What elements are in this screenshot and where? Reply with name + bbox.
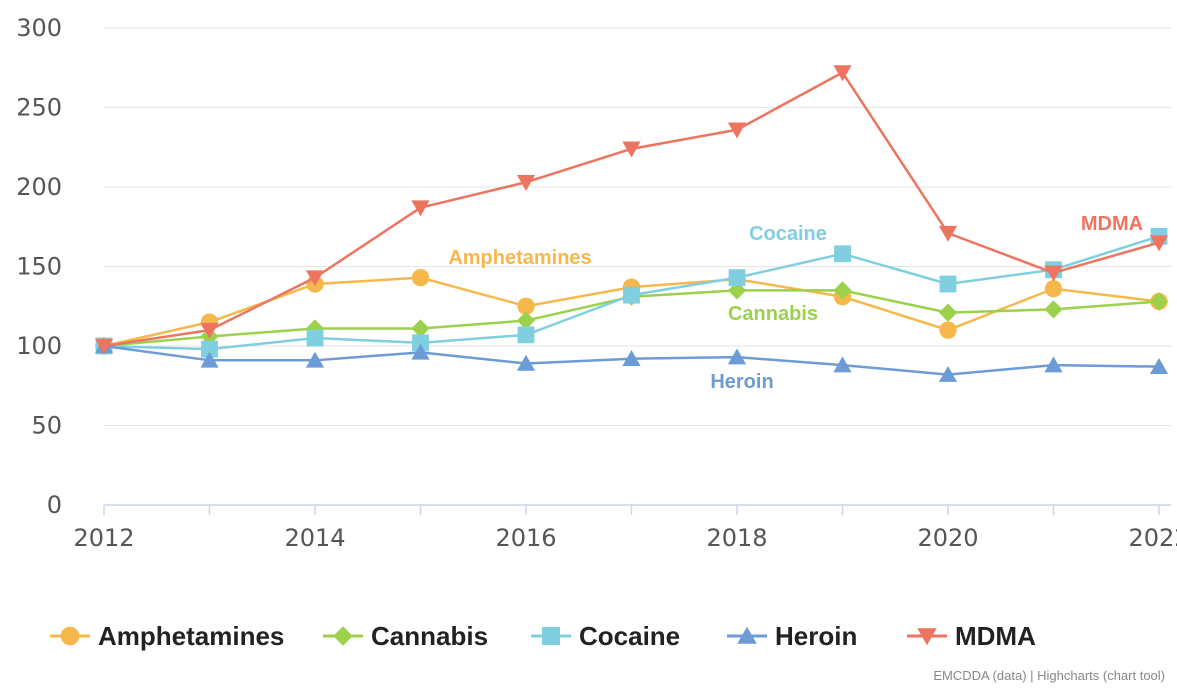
data-point-heroin: [833, 356, 852, 373]
series-label-heroin: Heroin: [710, 371, 773, 393]
x-tick-label: 2016: [495, 524, 556, 552]
y-tick-label: 300: [16, 14, 62, 42]
legend-label-cocaine: Cocaine: [579, 621, 680, 651]
legend: Amphetamines Cannabis Cocaine Heroin MDMA: [50, 621, 1036, 651]
data-point-amphetamines: [411, 268, 430, 287]
data-point-cocaine: [728, 269, 746, 287]
series-group: [94, 65, 1169, 382]
data-point-cannabis: [1044, 300, 1063, 319]
legend-label-heroin: Heroin: [775, 621, 857, 651]
data-point-cocaine: [939, 275, 957, 293]
data-point-cocaine: [306, 329, 324, 347]
series-label-cannabis: Cannabis: [728, 303, 818, 325]
data-point-amphetamines: [517, 297, 535, 315]
credits-text: EMCDDA (data) | Highcharts (chart tool): [933, 668, 1165, 683]
y-tick-label: 100: [16, 332, 62, 360]
x-tick-label: 2022: [1128, 524, 1177, 552]
legend-label-mdma: MDMA: [955, 621, 1036, 651]
data-point-cocaine: [623, 286, 640, 304]
legend-item-cocaine[interactable]: Cocaine: [531, 621, 680, 651]
x-axis: 2012 2014 2016 2018 2020 2022: [73, 504, 1177, 552]
data-point-mdma: [938, 225, 958, 242]
x-tick-label: 2020: [917, 524, 978, 552]
legend-marker-mdma: [917, 628, 937, 646]
legend-item-mdma[interactable]: MDMA: [907, 621, 1036, 651]
data-point-cannabis: [938, 303, 958, 322]
series-heroin: [94, 337, 1169, 382]
legend-label-cannabis: Cannabis: [371, 621, 488, 651]
data-point-mdma: [727, 122, 747, 139]
data-point-mdma: [1044, 265, 1063, 282]
series-label-mdma: MDMA: [1081, 213, 1143, 235]
y-axis: 0 50 100 150 200 250 300: [16, 14, 62, 519]
y-tick-label: 50: [31, 412, 62, 440]
data-point-cannabis: [516, 311, 536, 330]
data-point-heroin: [516, 354, 536, 371]
legend-marker-amphetamines: [60, 626, 80, 646]
data-point-amphetamines: [1044, 280, 1063, 298]
data-point-heroin: [622, 350, 641, 366]
data-point-heroin: [411, 343, 430, 360]
series-mdma: [94, 65, 1169, 355]
legend-item-cannabis[interactable]: Cannabis: [323, 621, 488, 651]
data-point-cannabis: [727, 281, 747, 300]
y-tick-label: 150: [16, 253, 62, 281]
data-point-cocaine: [517, 326, 535, 344]
data-point-mdma: [833, 65, 852, 82]
data-point-heroin: [1044, 356, 1063, 373]
data-point-mdma: [200, 322, 219, 339]
legend-item-heroin[interactable]: Heroin: [727, 621, 857, 651]
y-tick-label: 200: [16, 173, 62, 201]
grid-lines: [104, 27, 1171, 426]
x-tick-label: 2014: [284, 524, 345, 552]
data-point-cocaine: [201, 340, 218, 358]
data-point-mdma: [94, 338, 114, 355]
data-point-heroin: [1149, 357, 1169, 374]
data-point-cannabis: [411, 319, 430, 338]
series-labels: Amphetamines Cannabis Cocaine Heroin MDMA: [448, 213, 1143, 393]
legend-marker-cocaine: [542, 627, 560, 645]
data-point-heroin: [938, 365, 958, 382]
y-tick-label: 250: [16, 94, 62, 122]
x-tick-label: 2018: [706, 524, 767, 552]
data-point-cannabis: [833, 281, 852, 300]
x-tick-label: 2012: [73, 524, 134, 552]
data-point-cocaine: [412, 334, 429, 352]
data-point-mdma: [411, 200, 430, 217]
data-point-mdma: [305, 270, 325, 287]
series-label-cocaine: Cocaine: [749, 223, 827, 245]
data-point-cannabis: [1149, 292, 1169, 311]
legend-label-amphetamines: Amphetamines: [98, 621, 284, 651]
data-point-cocaine: [834, 245, 851, 263]
data-point-mdma: [1149, 235, 1169, 252]
legend-marker-heroin: [737, 626, 757, 644]
data-point-heroin: [200, 351, 219, 368]
data-point-heroin: [305, 351, 325, 368]
legend-item-amphetamines[interactable]: Amphetamines: [50, 621, 284, 651]
series-label-amphetamines: Amphetamines: [448, 247, 591, 269]
data-point-amphetamines: [939, 321, 957, 339]
data-point-mdma: [516, 174, 536, 191]
data-point-mdma: [622, 141, 641, 158]
legend-marker-cannabis: [333, 626, 353, 646]
series-cocaine: [95, 227, 1168, 358]
data-point-heroin: [727, 348, 747, 365]
y-tick-label: 0: [47, 491, 62, 519]
